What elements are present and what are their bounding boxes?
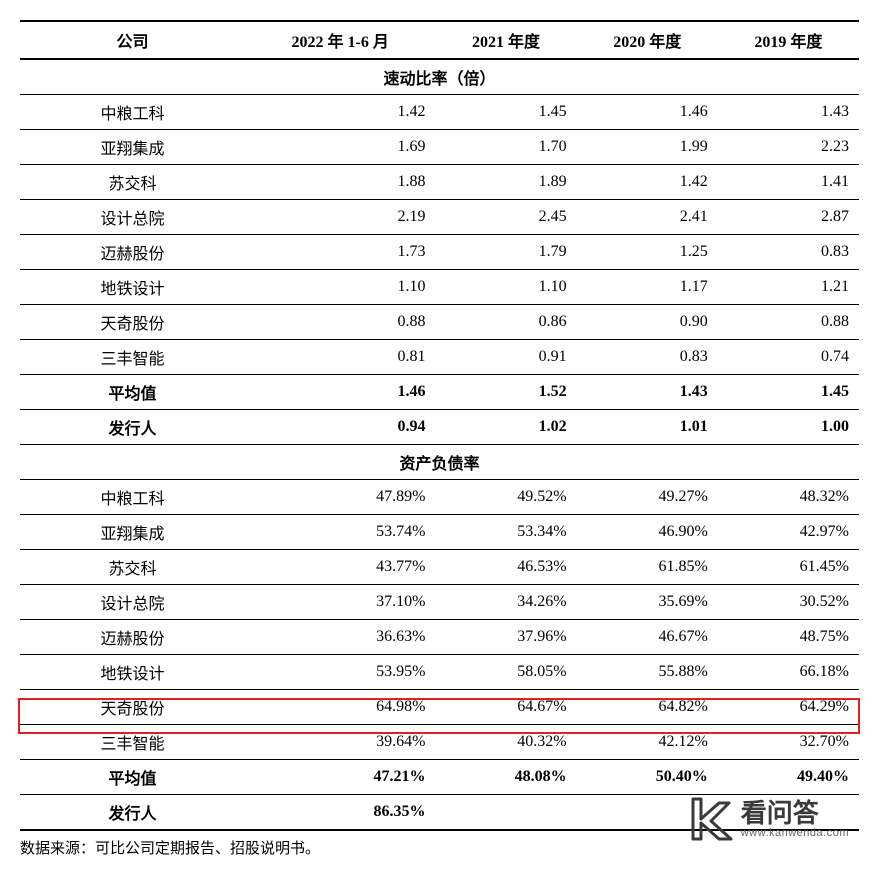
table-row: 三丰智能0.810.910.830.74 (20, 340, 859, 375)
col-2020: 2020 年度 (577, 21, 718, 59)
table-row: 地铁设计1.101.101.171.21 (20, 270, 859, 305)
kanwenda-logo-icon (685, 795, 733, 843)
table-row: 中粮工科1.421.451.461.43 (20, 95, 859, 130)
table-row: 中粮工科47.89%49.52%49.27%48.32% (20, 480, 859, 515)
table-row: 苏交科1.881.891.421.41 (20, 165, 859, 200)
col-company: 公司 (20, 21, 245, 59)
avg-row: 平均值1.461.521.431.45 (20, 375, 859, 410)
section-title-debt-ratio: 资产负债率 (20, 445, 859, 480)
section-quick-ratio: 速动比率（倍） 中粮工科1.421.451.461.43 亚翔集成1.691.7… (20, 59, 859, 445)
table-row: 迈赫股份1.731.791.250.83 (20, 235, 859, 270)
col-2019: 2019 年度 (718, 21, 859, 59)
table-row: 亚翔集成1.691.701.992.23 (20, 130, 859, 165)
avg-row-highlighted: 平均值47.21%48.08%50.40%49.40% (20, 760, 859, 795)
table-row: 设计总院37.10%34.26%35.69%30.52% (20, 585, 859, 620)
table-row: 天奇股份0.880.860.900.88 (20, 305, 859, 340)
section-debt-ratio: 资产负债率 中粮工科47.89%49.52%49.27%48.32% 亚翔集成5… (20, 445, 859, 831)
table-row: 地铁设计53.95%58.05%55.88%66.18% (20, 655, 859, 690)
section-title-quick-ratio: 速动比率（倍） (20, 59, 859, 95)
table-row: 亚翔集成53.74%53.34%46.90%42.97% (20, 515, 859, 550)
financial-comparison-table: 公司 2022 年 1-6 月 2021 年度 2020 年度 2019 年度 … (20, 20, 859, 831)
table-row: 三丰智能39.64%40.32%42.12%32.70% (20, 725, 859, 760)
table-row: 设计总院2.192.452.412.87 (20, 200, 859, 235)
table-header-row: 公司 2022 年 1-6 月 2021 年度 2020 年度 2019 年度 (20, 21, 859, 59)
watermark: 看问答 www.kanwenda.com (685, 795, 849, 843)
col-2021: 2021 年度 (435, 21, 576, 59)
watermark-text-cn: 看问答 (741, 799, 849, 828)
issuer-row: 发行人0.941.021.011.00 (20, 410, 859, 445)
table-row: 天奇股份64.98%64.67%64.82%64.29% (20, 690, 859, 725)
table-row: 迈赫股份36.63%37.96%46.67%48.75% (20, 620, 859, 655)
col-2022h1: 2022 年 1-6 月 (245, 21, 435, 59)
table-row: 苏交科43.77%46.53%61.85%61.45% (20, 550, 859, 585)
watermark-text-en: www.kanwenda.com (741, 827, 849, 839)
